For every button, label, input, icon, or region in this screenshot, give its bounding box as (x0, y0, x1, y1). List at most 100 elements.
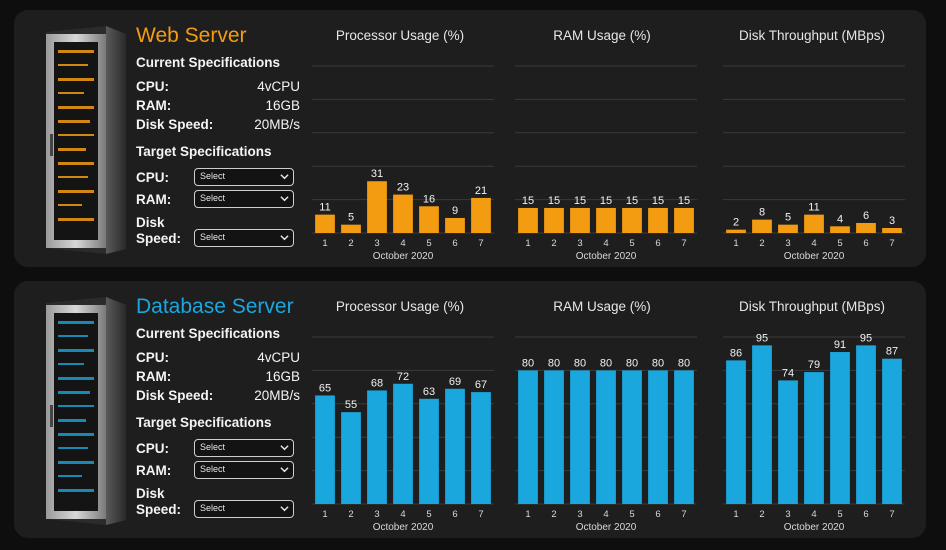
x-axis-label: October 2020 (373, 522, 434, 533)
tick-label: 6 (655, 509, 660, 520)
tick-label: 4 (811, 238, 816, 249)
target-disk-label-line1: Disk (136, 215, 165, 230)
data-label: 65 (319, 382, 331, 394)
data-label: 68 (371, 377, 383, 389)
current-cpu-value: 4vCPU (257, 79, 300, 94)
tick-label: 2 (759, 509, 764, 520)
data-label: 6 (863, 210, 869, 222)
tick-label: 7 (681, 238, 686, 249)
chevron-down-icon (280, 506, 289, 512)
disk-throughput-title: Disk Throughput (MBps) (738, 299, 886, 314)
bar (752, 345, 772, 504)
bar (341, 412, 361, 504)
target-cpu-select[interactable]: Select (194, 439, 294, 457)
bar (544, 207, 564, 233)
select-value: Select (200, 464, 226, 474)
target-disk-label-line2: Speed: (136, 502, 182, 517)
data-label: 80 (652, 357, 664, 369)
data-label: 80 (522, 357, 534, 369)
tick-label: 2 (759, 238, 764, 249)
chevron-down-icon (280, 467, 289, 473)
disk-throughput-chart: 2 1 8 2 5 3 11 4 4 5 6 6 3 7 October 2020 (723, 65, 905, 262)
bar (674, 370, 694, 504)
tick-label: 4 (603, 509, 608, 520)
bar (622, 370, 642, 504)
tick-label: 7 (681, 509, 686, 520)
data-label: 80 (548, 357, 560, 369)
x-axis-label: October 2020 (576, 251, 637, 262)
tick-label: 1 (525, 509, 530, 520)
data-label: 55 (345, 399, 357, 411)
current-ram-value: 16GB (265, 369, 300, 384)
data-label: 91 (834, 339, 846, 351)
server-title: Web Server (136, 24, 247, 47)
data-label: 80 (574, 357, 586, 369)
data-label: 87 (886, 346, 898, 358)
data-label: 15 (626, 195, 638, 207)
server-rack-icon (46, 297, 126, 525)
bar (882, 227, 902, 233)
bar (648, 370, 668, 504)
target-ram-label: RAM: (136, 463, 172, 478)
current-cpu-label: CPU: (136, 79, 169, 94)
bar (393, 194, 413, 233)
target-ram-select[interactable]: Select (194, 461, 294, 479)
data-label: 21 (475, 185, 487, 197)
tick-label: 2 (348, 238, 353, 249)
current-cpu-label: CPU: (136, 350, 169, 365)
bar (341, 224, 361, 233)
data-label: 16 (423, 193, 435, 205)
target-specifications-heading: Target Specifications (136, 415, 272, 430)
processor-usage-chart: 65 1 55 2 68 3 72 4 63 5 69 6 67 7 October 2020 (312, 336, 494, 533)
tick-label: 6 (452, 509, 457, 520)
current-ram-value: 16GB (265, 98, 300, 113)
x-axis-label: October 2020 (576, 522, 637, 533)
bar (315, 395, 335, 504)
target-disk-label-line1: Disk (136, 486, 165, 501)
target-ram-select[interactable]: Select (194, 190, 294, 208)
tick-label: 5 (426, 509, 431, 520)
bar (419, 398, 439, 504)
target-disk-speed-select[interactable]: Select (194, 229, 294, 247)
target-disk-speed-select[interactable]: Select (194, 500, 294, 518)
tick-label: 2 (348, 509, 353, 520)
database-server-panel: Database Server Current Specifications C… (14, 281, 926, 538)
ram-usage-chart: 80 1 80 2 80 3 80 4 80 5 80 6 80 7 October 2020 (515, 336, 697, 533)
current-disk-speed-label: Disk Speed: (136, 388, 214, 403)
current-specifications-heading: Current Specifications (136, 326, 281, 341)
data-label: 5 (348, 212, 354, 224)
bar (596, 370, 616, 504)
x-axis-label: October 2020 (784, 251, 845, 262)
target-disk-label-line2: Speed: (136, 231, 182, 246)
tick-label: 5 (837, 509, 842, 520)
target-cpu-select[interactable]: Select (194, 168, 294, 186)
tick-label: 1 (733, 509, 738, 520)
current-disk-speed-value: 20MB/s (254, 388, 300, 403)
web-server-panel: Web Server Current Specifications CPU: 4… (14, 10, 926, 267)
tick-label: 2 (551, 238, 556, 249)
bar (570, 207, 590, 233)
data-label: 95 (756, 332, 768, 344)
tick-label: 3 (374, 509, 379, 520)
select-value: Select (200, 171, 226, 181)
tick-label: 1 (733, 238, 738, 249)
chevron-down-icon (280, 174, 289, 180)
data-label: 15 (600, 195, 612, 207)
data-label: 69 (449, 376, 461, 388)
disk-throughput-title: Disk Throughput (MBps) (738, 28, 886, 43)
tick-label: 2 (551, 509, 556, 520)
data-label: 8 (759, 207, 765, 219)
data-label: 63 (423, 386, 435, 398)
data-label: 31 (371, 168, 383, 180)
bar (419, 206, 439, 233)
bar (518, 207, 538, 233)
data-label: 72 (397, 371, 409, 383)
bar (856, 345, 876, 504)
tick-label: 7 (889, 509, 894, 520)
chevron-down-icon (280, 235, 289, 241)
data-label: 4 (837, 213, 843, 225)
bar (315, 214, 335, 233)
tick-label: 5 (629, 238, 634, 249)
target-cpu-label: CPU: (136, 441, 169, 456)
bar (596, 207, 616, 233)
